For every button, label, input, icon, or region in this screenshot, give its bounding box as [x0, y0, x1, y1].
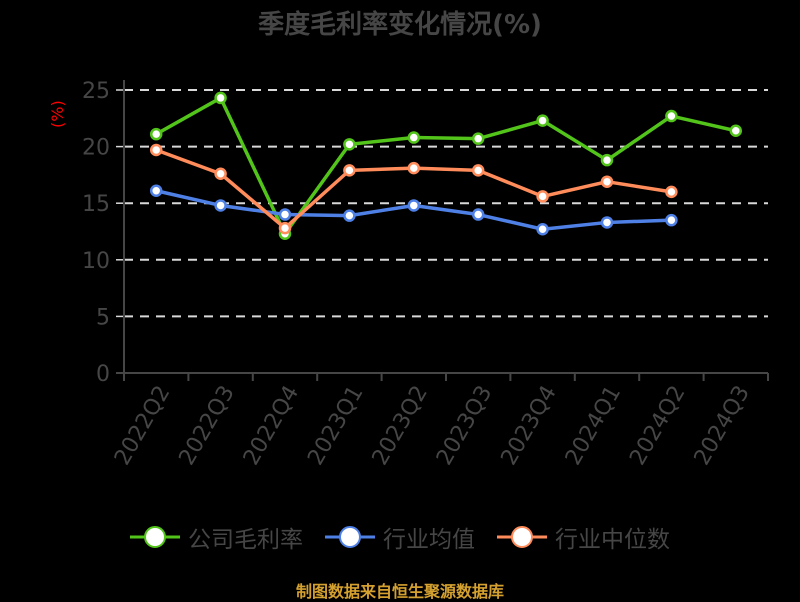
chart-legend: 公司毛利率 行业均值 行业中位数: [0, 520, 800, 554]
data-point-marker[interactable]: [471, 164, 485, 177]
x-tick-label: 2022Q2: [110, 382, 175, 470]
data-point-marker[interactable]: [343, 164, 356, 177]
data-point-marker[interactable]: [278, 221, 292, 235]
data-point-marker[interactable]: [407, 131, 421, 144]
data-point-marker[interactable]: [343, 209, 356, 222]
y-tick-label: 20: [82, 136, 110, 161]
data-point-marker[interactable]: [600, 153, 614, 167]
data-point-marker[interactable]: [729, 124, 743, 138]
legend-label: 行业中位数: [555, 527, 670, 553]
data-point-marker[interactable]: [407, 199, 421, 212]
data-point-marker[interactable]: [214, 199, 227, 212]
y-tick-label: 5: [96, 305, 110, 330]
legend-item-company-margin[interactable]: 公司毛利率: [130, 520, 303, 554]
x-tick-label: 2024Q3: [690, 382, 755, 470]
data-point-marker[interactable]: [471, 132, 485, 145]
series-行业中位数: [149, 143, 678, 235]
x-tick-label: 2022Q4: [239, 382, 304, 470]
data-point-marker[interactable]: [214, 167, 227, 181]
x-tick-label: 2023Q2: [368, 382, 433, 470]
y-tick-label: 0: [96, 362, 110, 387]
data-point-marker[interactable]: [149, 184, 163, 197]
x-tick-label: 2023Q4: [496, 382, 561, 470]
series-line: [155, 96, 737, 236]
data-point-marker[interactable]: [600, 216, 614, 229]
data-point-marker[interactable]: [214, 91, 227, 105]
legend-marker-green-icon: [130, 526, 180, 548]
legend-label: 行业均值: [383, 527, 475, 553]
data-point-marker[interactable]: [536, 222, 549, 236]
line-chart-plot: 0 5 10 15 20 25 2022Q2 2022Q3 2022Q4 2023Q1 2023Q2…: [82, 79, 769, 470]
legend-item-industry-median[interactable]: 行业中位数: [497, 520, 670, 554]
data-point-marker[interactable]: [407, 161, 421, 175]
series-公司毛利率: [149, 91, 743, 241]
y-tick-label: 15: [82, 192, 110, 217]
legend-marker-blue-icon: [325, 526, 375, 548]
data-point-marker[interactable]: [343, 138, 356, 151]
data-point-marker[interactable]: [278, 208, 292, 221]
y-tick-label: 25: [82, 79, 110, 104]
chart-title: 季度毛利率变化情况(%): [258, 10, 542, 40]
x-tick-label: 2024Q1: [561, 382, 626, 470]
series-line: [155, 148, 672, 230]
data-source-footer: 制图数据来自恒生聚源数据库: [295, 582, 504, 601]
x-tick-label: 2022Q3: [174, 382, 239, 470]
legend-marker-orange-icon: [497, 526, 547, 548]
x-tick-label: 2023Q3: [432, 382, 497, 470]
series-行业均值: [149, 184, 678, 236]
data-point-marker[interactable]: [149, 127, 163, 141]
x-tick-label: 2024Q2: [625, 382, 690, 470]
data-point-marker[interactable]: [600, 175, 614, 188]
data-point-marker[interactable]: [536, 114, 549, 127]
y-tick-label: 10: [82, 249, 110, 274]
legend-item-industry-average[interactable]: 行业均值: [325, 520, 475, 554]
data-point-marker[interactable]: [536, 190, 549, 203]
data-point-marker[interactable]: [665, 109, 678, 123]
legend-label: 公司毛利率: [188, 527, 303, 553]
data-point-marker[interactable]: [471, 208, 485, 221]
data-point-marker[interactable]: [149, 143, 163, 157]
x-tick-label: 2023Q1: [303, 382, 368, 470]
data-point-marker[interactable]: [665, 185, 678, 199]
data-point-marker[interactable]: [665, 213, 678, 227]
